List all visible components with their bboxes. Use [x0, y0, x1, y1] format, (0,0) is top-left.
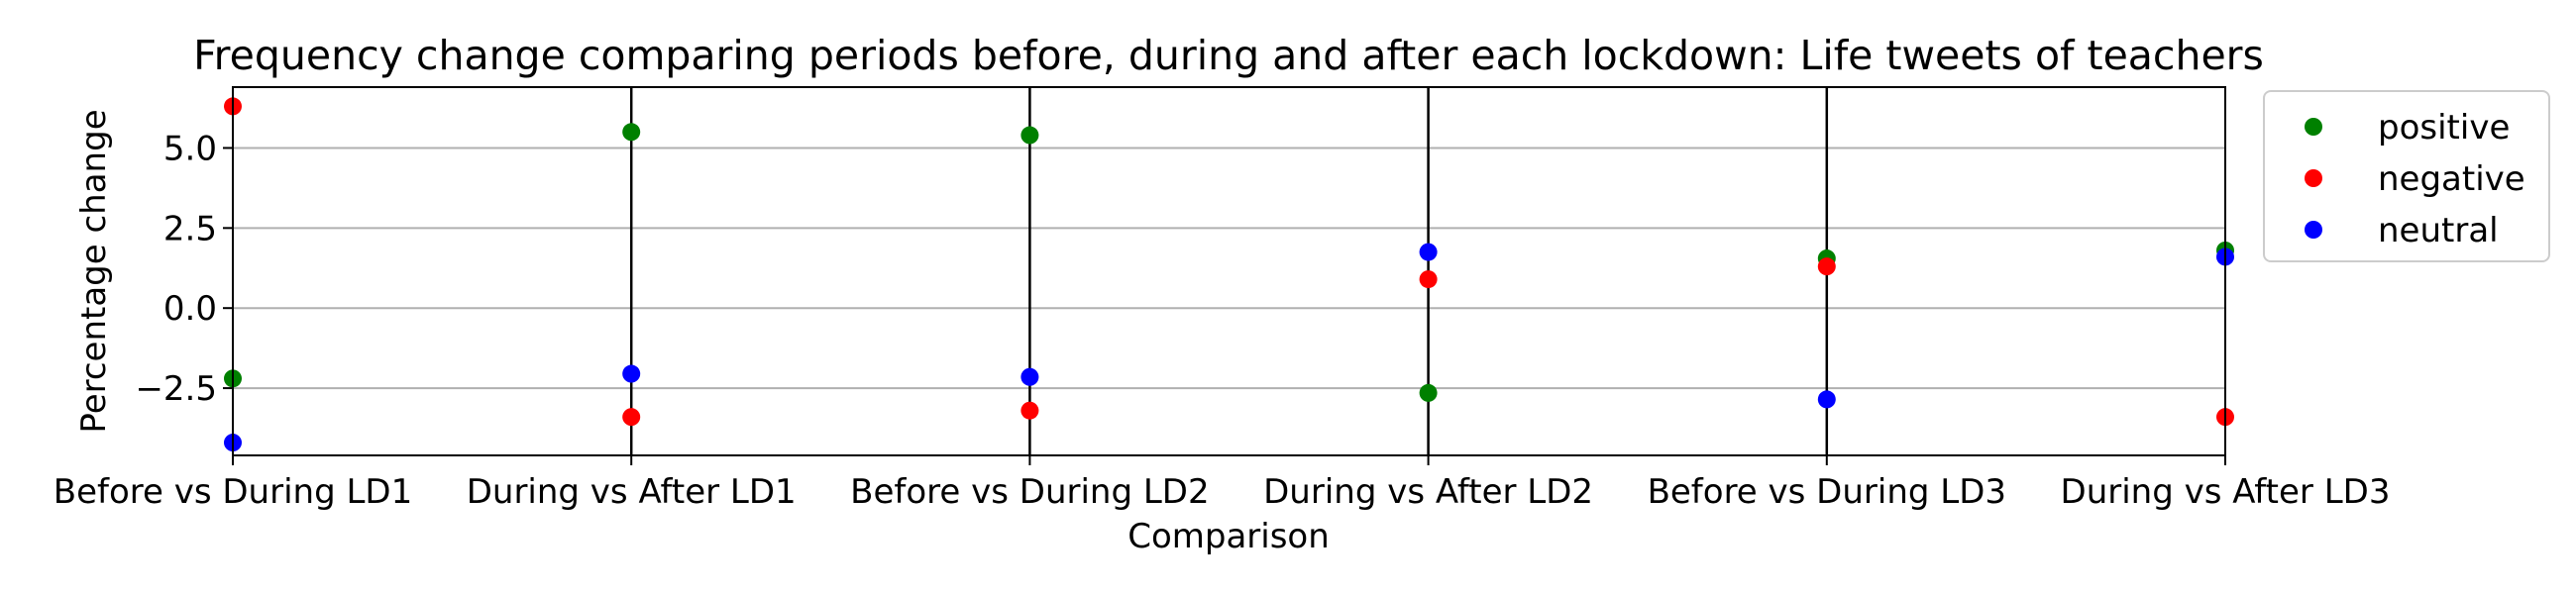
- data-point-positive: [622, 123, 641, 142]
- x-tick-label: Before vs During LD1: [54, 472, 412, 512]
- x-axis-label: Comparison: [1127, 517, 1330, 556]
- data-point-negative: [1817, 257, 1836, 276]
- data-point-negative: [1020, 401, 1039, 420]
- legend-marker-positive: [2305, 118, 2322, 136]
- y-axis-label: Percentage change: [74, 109, 114, 433]
- y-tick-label: −2.5: [135, 369, 217, 409]
- y-tick-label: 5.0: [163, 129, 217, 168]
- chart-title: Frequency change comparing periods befor…: [193, 32, 2264, 79]
- x-tick-label: During vs After LD2: [1263, 472, 1593, 512]
- legend-box: [2263, 90, 2550, 262]
- legend: positive negative neutral: [2263, 90, 2550, 262]
- legend-label-neutral: neutral: [2378, 211, 2499, 250]
- grid-lines: [233, 147, 2225, 390]
- data-point-negative: [1419, 270, 1438, 289]
- data-points: [224, 97, 2234, 452]
- y-tick-label: 2.5: [163, 209, 217, 248]
- x-tick-label: Before vs During LD2: [850, 472, 1209, 512]
- data-point-neutral: [622, 364, 641, 383]
- legend-marker-neutral: [2305, 221, 2322, 239]
- data-point-neutral: [1817, 390, 1836, 409]
- plot-frame: [232, 86, 2226, 456]
- x-axis-ticks: Before vs During LD1 During vs After LD1 B…: [54, 455, 2391, 512]
- data-point-positive: [1020, 126, 1039, 145]
- data-point-negative: [622, 408, 641, 427]
- y-tick-label: 0.0: [163, 289, 217, 329]
- x-tick-label: Before vs During LD3: [1648, 472, 2006, 512]
- category-lines: [629, 87, 1829, 455]
- data-point-positive: [1419, 383, 1438, 402]
- data-point-neutral: [1020, 367, 1039, 386]
- x-tick-label: During vs After LD3: [2061, 472, 2391, 512]
- x-tick-label: During vs After LD1: [467, 472, 797, 512]
- data-point-neutral: [1419, 243, 1438, 261]
- legend-marker-negative: [2305, 169, 2322, 187]
- y-axis-ticks: 5.0 2.5 0.0 −2.5: [135, 129, 233, 409]
- legend-label-negative: negative: [2378, 159, 2525, 199]
- legend-label-positive: positive: [2378, 108, 2510, 148]
